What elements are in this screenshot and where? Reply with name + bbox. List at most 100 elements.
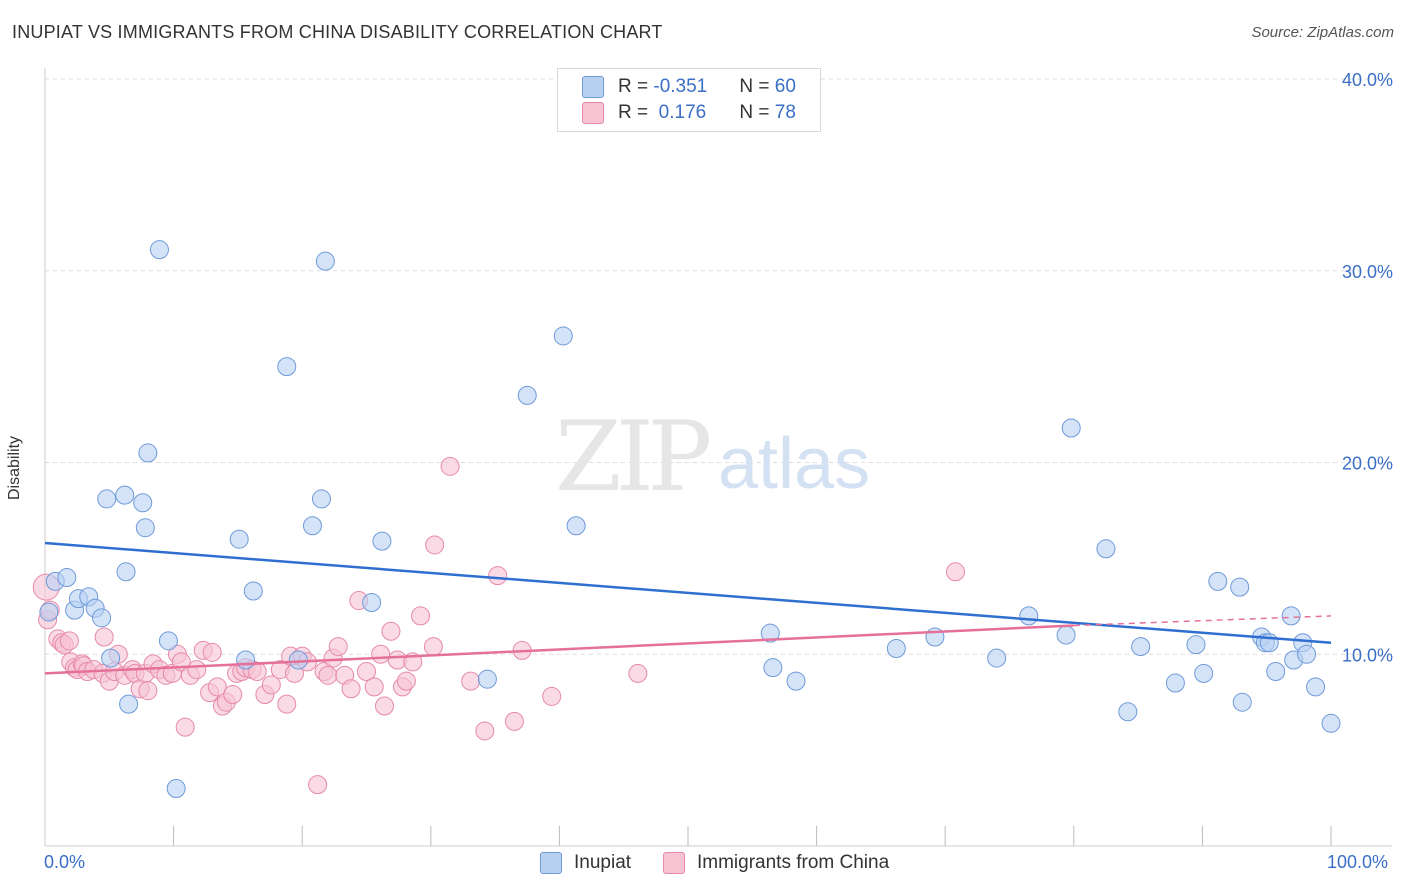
inupiat-point xyxy=(236,650,256,670)
legend-n-value: 60 xyxy=(774,76,796,97)
inupiat-point xyxy=(1061,418,1081,438)
china-point xyxy=(202,642,222,662)
inupiat-point xyxy=(1056,625,1076,645)
inupiat-point xyxy=(138,443,158,463)
legend-item-inupiat: Inupiat xyxy=(540,852,631,874)
china-point xyxy=(411,606,431,626)
china-trend-line xyxy=(44,624,1074,675)
legend-swatch-blue xyxy=(582,76,604,98)
legend-r-label: R = xyxy=(618,76,654,97)
inupiat-point xyxy=(517,385,537,405)
china-point xyxy=(475,721,495,741)
inupiat-point xyxy=(158,631,178,651)
source-label: Source: ZipAtlas.com xyxy=(1251,24,1394,41)
inupiat-point xyxy=(133,493,153,513)
china-point xyxy=(261,675,281,695)
immigrants-china-points xyxy=(32,456,965,795)
inupiat-point xyxy=(1208,571,1228,591)
inupiat-point xyxy=(277,357,297,377)
inupiat-point xyxy=(1306,677,1326,697)
series-legend: Inupiat Immigrants from China xyxy=(0,852,1406,878)
inupiat-point xyxy=(116,562,136,582)
legend-label-china: Immigrants from China xyxy=(697,852,890,873)
x-tick-label-max: 100.0% xyxy=(1327,852,1389,872)
inupiat-point xyxy=(1118,702,1138,722)
y-tick-labels: 10.0% 20.0% 30.0% 40.0% xyxy=(1342,70,1393,665)
inupiat-point xyxy=(886,638,906,658)
inupiat-point xyxy=(786,671,806,691)
china-point xyxy=(504,711,524,731)
watermark-atlas: atlas xyxy=(718,424,870,504)
legend-r-value: -0.351 xyxy=(653,76,708,97)
inupiat-point xyxy=(760,623,780,643)
inupiat-point xyxy=(315,251,335,271)
y-tick-label: 20.0% xyxy=(1342,454,1393,474)
china-point xyxy=(375,696,395,716)
inupiat-point xyxy=(288,650,308,670)
chart-title: INUPIAT VS IMMIGRANTS FROM CHINA DISABIL… xyxy=(12,22,663,42)
inupiat-point xyxy=(553,326,573,346)
china-point xyxy=(364,677,384,697)
inupiat-point xyxy=(229,529,249,549)
axes xyxy=(44,68,1392,847)
inupiat-point xyxy=(1232,692,1252,712)
inupiat-point xyxy=(1321,713,1341,733)
inupiat-point xyxy=(166,778,186,798)
china-point xyxy=(341,679,361,699)
legend-swatch-pink xyxy=(582,102,604,124)
china-point xyxy=(207,677,227,697)
legend-n-label: N = xyxy=(739,102,775,123)
inupiat-points xyxy=(39,240,1341,798)
inupiat-point xyxy=(1230,577,1250,597)
china-point xyxy=(187,660,207,680)
china-point xyxy=(138,681,158,701)
inupiat-point xyxy=(372,531,392,551)
legend-swatch-china xyxy=(663,852,685,874)
china-point xyxy=(175,717,195,737)
trend-lines xyxy=(44,541,1332,675)
inupiat-point xyxy=(1297,644,1317,664)
china-point xyxy=(542,686,562,706)
inupiat-point xyxy=(1281,606,1301,626)
legend-row-china: R = 0.176 N = 78 xyxy=(582,101,796,125)
inupiat-point xyxy=(1266,662,1286,682)
inupiat-point xyxy=(97,489,117,509)
legend-n-value: 78 xyxy=(774,102,796,123)
inupiat-point xyxy=(1186,635,1206,655)
china-point xyxy=(396,671,416,691)
china-point xyxy=(357,662,376,682)
inupiat-point xyxy=(57,568,77,588)
legend-label-inupiat: Inupiat xyxy=(574,852,632,873)
china-point xyxy=(328,637,348,657)
legend-r-value: 0.176 xyxy=(653,102,707,123)
china-point xyxy=(440,456,460,476)
china-point xyxy=(371,644,391,664)
china-point xyxy=(318,665,338,685)
inupiat-point xyxy=(362,592,382,612)
legend-item-china: Immigrants from China xyxy=(663,852,889,874)
legend-r-label: R = xyxy=(618,102,654,123)
china-point xyxy=(59,631,79,651)
china-point xyxy=(223,685,243,705)
inupiat-point xyxy=(119,694,139,714)
inupiat-point xyxy=(1019,606,1039,626)
inupiat-point xyxy=(1131,637,1151,657)
watermark: ZIP atlas xyxy=(555,401,870,513)
china-point xyxy=(277,694,297,714)
china-point xyxy=(628,663,648,683)
inupiat-point xyxy=(1194,663,1214,683)
china-point xyxy=(461,671,481,691)
inupiat-point xyxy=(987,648,1007,668)
china-point xyxy=(488,566,508,586)
inupiat-point xyxy=(1165,673,1185,693)
china-point xyxy=(381,621,401,641)
watermark-zip: ZIP xyxy=(555,401,710,513)
inupiat-point xyxy=(477,669,497,689)
inupiat-point xyxy=(311,489,331,509)
inupiat-point xyxy=(135,518,155,538)
china-point xyxy=(308,775,328,795)
legend-swatch-inupiat xyxy=(540,852,562,874)
inupiat-point xyxy=(302,516,322,536)
inupiat-point xyxy=(101,648,121,668)
